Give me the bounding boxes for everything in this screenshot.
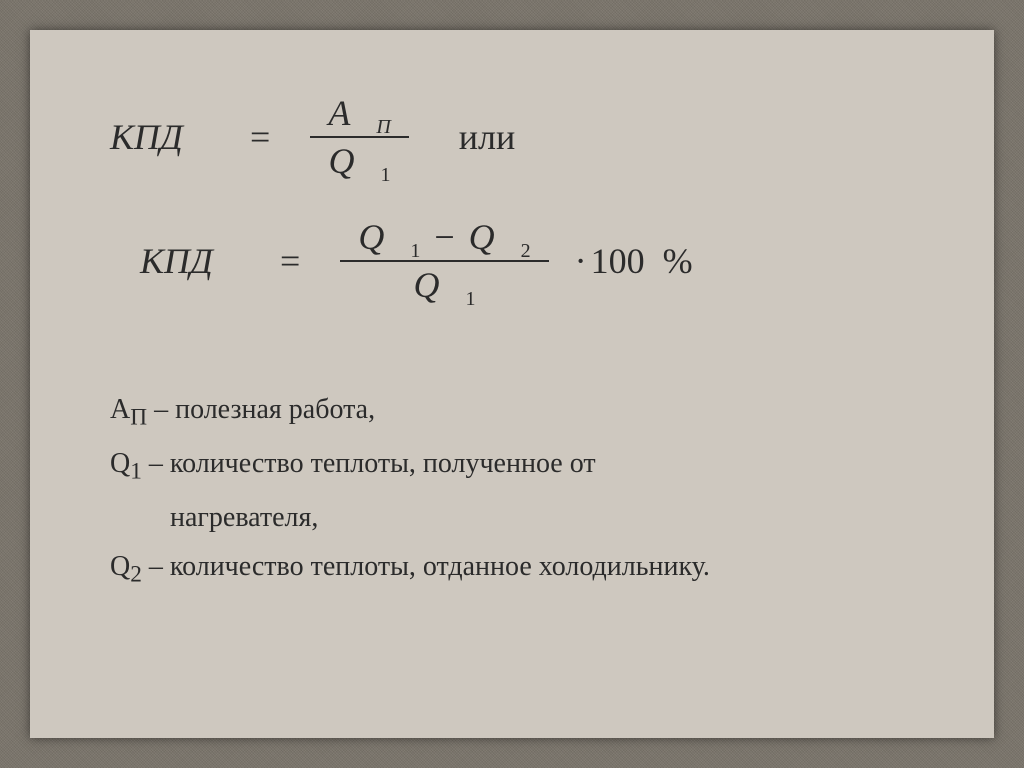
f1-den-var: Q bbox=[329, 140, 355, 182]
f1-den-sub: 1 bbox=[381, 164, 391, 187]
f1-trail: или bbox=[459, 116, 516, 158]
legend-line-2: Q1 – количество теплоты, полученное от bbox=[110, 442, 924, 490]
f2-den-var: Q bbox=[413, 264, 439, 306]
slide-content: КПД = А П Q 1 или КПД = bbox=[30, 30, 994, 738]
f1-fraction: А П Q 1 bbox=[310, 90, 408, 184]
f2-num-var2: Q bbox=[469, 216, 495, 258]
l3-sym: Q bbox=[110, 551, 130, 582]
l2-text: – количество теплоты, полученное от bbox=[142, 448, 596, 479]
l2-sym: Q bbox=[110, 448, 130, 479]
f2-den-sub: 1 bbox=[465, 288, 475, 311]
f2-fraction: Q 1 − Q 2 Q 1 bbox=[340, 214, 548, 308]
f2-num-var1: Q bbox=[358, 216, 384, 258]
f2-eq: = bbox=[280, 240, 300, 282]
l2-sub: 1 bbox=[130, 458, 142, 484]
f2-hundred: 100 bbox=[591, 240, 645, 282]
f2-dot: · bbox=[575, 240, 587, 282]
f1-num-sub: П bbox=[376, 116, 390, 139]
f2-numerator: Q 1 − Q 2 bbox=[340, 214, 548, 260]
l3-text: – количество теплоты, отданное холодильн… bbox=[142, 551, 710, 582]
f1-denominator: Q 1 bbox=[311, 138, 409, 184]
legend-line-2-cont: нагревателя, bbox=[110, 496, 924, 539]
f2-num-sub2: 2 bbox=[521, 240, 531, 263]
legend-line-3: Q2 – количество теплоты, отданное холоди… bbox=[110, 545, 924, 593]
l3-sub: 2 bbox=[130, 561, 142, 587]
legend-line-1: АП – полезная работа, bbox=[110, 388, 924, 436]
f1-numerator: А П bbox=[310, 90, 408, 136]
f1-lhs: КПД bbox=[110, 116, 220, 158]
f1-num-var: А bbox=[328, 92, 350, 134]
l1-text: – полезная работа, bbox=[147, 394, 375, 425]
presentation-frame: КПД = А П Q 1 или КПД = bbox=[0, 0, 1024, 768]
f2-denominator: Q 1 bbox=[395, 262, 493, 308]
l1-sym: А bbox=[110, 394, 130, 425]
f2-percent: % bbox=[663, 240, 693, 282]
formula-efficiency-1: КПД = А П Q 1 или bbox=[110, 90, 924, 184]
legend-block: АП – полезная работа, Q1 – количество те… bbox=[110, 388, 924, 593]
f1-eq: = bbox=[250, 116, 270, 158]
l1-sub: П bbox=[130, 405, 147, 431]
f2-minus: − bbox=[434, 216, 454, 258]
formula-efficiency-2: КПД = Q 1 − Q 2 Q 1 · bbox=[140, 214, 924, 308]
f2-num-sub1: 1 bbox=[410, 240, 420, 263]
f2-lhs: КПД bbox=[140, 240, 250, 282]
